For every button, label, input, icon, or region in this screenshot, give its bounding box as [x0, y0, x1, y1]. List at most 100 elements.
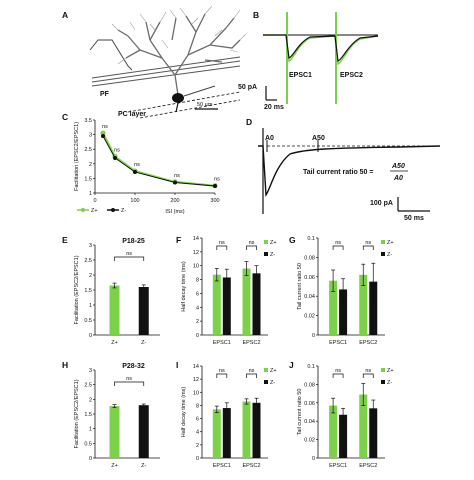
legend-label: Z- [121, 208, 126, 214]
data-point [113, 155, 117, 160]
y-tick-label: 4 [196, 305, 199, 311]
significance-bracket [216, 373, 228, 378]
chart-facilitation-p28: 0 0.5 1 1.5 2 2.5 3 Facilitation (EPSC2/EPSC1) Z… [74, 363, 160, 469]
x-tick-label: EPSC2 [359, 463, 377, 469]
pc-layer-line [127, 91, 241, 113]
y-tick-label: 0.04 [304, 294, 315, 300]
y-tick-label: 6 [196, 291, 199, 297]
bar-z-minus [339, 289, 348, 335]
y-tick-label: 2 [196, 319, 199, 325]
y-tick-label: 1 [89, 191, 92, 197]
bar-z-plus [109, 406, 120, 458]
y-tick-label: 2.5 [84, 383, 92, 389]
bar-z-minus [369, 281, 378, 335]
a0-label: A0 [265, 135, 274, 142]
ns-label: ns [102, 124, 108, 130]
legend-label: Z- [387, 252, 392, 258]
a50-label: A50 [312, 135, 325, 142]
x-tick-label: 200 [170, 198, 179, 204]
pf-line [91, 56, 241, 79]
y-tick-label: 3 [89, 243, 92, 249]
y-tick-label: 12 [193, 377, 199, 383]
y-axis-label: Facilitation (EPSC2/EPSC1) [74, 255, 80, 324]
y-tick-label: 2.5 [84, 258, 92, 264]
y-tick-label: 1 [89, 303, 92, 309]
significance-bracket [114, 381, 145, 386]
legend-swatch [264, 240, 268, 244]
x-tick-label: EPSC1 [213, 340, 231, 346]
y-tick-label: 8 [196, 278, 199, 284]
trace-tail [258, 145, 441, 197]
pf-line [91, 65, 241, 87]
legend-marker [111, 208, 115, 212]
y-tick-label: 0.02 [304, 314, 315, 320]
chart-half-decay-p28: 0 2 4 6 8 10 12 14 Half decay time (ms) EPSC1 ns EP… [181, 364, 277, 469]
panel-label-e: E [62, 235, 68, 245]
significance-bracket [362, 245, 374, 250]
legend-swatch [264, 380, 268, 384]
legend-swatch [381, 380, 385, 384]
panel-label-j: J [289, 360, 294, 370]
y-tick-label: 8 [196, 403, 199, 409]
panel-label-c: C [62, 112, 69, 122]
y-tick-label: 0.08 [304, 382, 315, 388]
x-axis-label: ISI (ms) [165, 209, 184, 215]
y-tick-label: 1 [89, 427, 92, 433]
chart-paired-pulse: 1 1.5 2 2.5 3 3.5 Facilitation (EPSC2/EPSC1) 0 1… [74, 118, 220, 215]
pc-soma [172, 93, 184, 103]
bar-z-plus [242, 401, 251, 458]
bar-z-plus [242, 268, 251, 335]
panel-label-i: I [176, 360, 179, 370]
formula-lhs: Tail current ratio 50 = [303, 169, 373, 176]
epsc2-label: EPSC2 [340, 72, 363, 79]
stim-electrode [89, 39, 133, 71]
scale-label-b-x: 20 ms [264, 104, 284, 111]
scale-label-d-y: 100 pA [370, 200, 393, 207]
ns-label: ns [134, 162, 140, 168]
significance-label: ns [335, 368, 341, 374]
y-tick-label: 0 [196, 456, 199, 462]
legend-label: Z+ [387, 240, 394, 246]
bar-z-minus [339, 414, 348, 458]
significance-label: ns [249, 368, 255, 374]
y-tick-label: 0 [312, 333, 315, 339]
y-tick-label: 0.02 [304, 438, 315, 444]
tail-current-trace [258, 128, 441, 214]
significance-label: ns [365, 240, 371, 246]
legend-label: Z+ [270, 240, 277, 246]
legend-label: Z+ [270, 368, 277, 374]
y-tick-label: 0 [196, 333, 199, 339]
y-tick-label: 4 [196, 430, 199, 436]
y-tick-label: 2 [89, 273, 92, 279]
y-tick-label: 0 [312, 456, 315, 462]
chart-title: P18-25 [122, 238, 145, 245]
pf-label: PF [100, 91, 110, 98]
panel-label-h: H [62, 360, 69, 370]
y-tick-label: 0.06 [304, 275, 315, 281]
x-tick-label: EPSC2 [359, 340, 377, 346]
data-point [133, 169, 137, 174]
epsc-traces [263, 12, 379, 104]
y-tick-label: 10 [193, 390, 199, 396]
legend-label: Z- [387, 380, 392, 386]
significance-label: ns [335, 240, 341, 246]
y-axis-label: Tail current ratio 50 [297, 389, 303, 436]
panel-label-d: D [246, 117, 253, 127]
bar-z-plus [359, 394, 368, 458]
y-tick-label: 2 [196, 443, 199, 449]
y-axis-label: Tail current ratio 50 [297, 263, 303, 310]
x-tick-label: EPSC2 [242, 463, 260, 469]
x-tick-label: 300 [210, 198, 219, 204]
y-tick-label: 0.1 [307, 364, 315, 370]
x-tick-label: Z+ [111, 340, 118, 346]
significance-bracket [332, 373, 344, 378]
y-tick-label: 0 [89, 333, 92, 339]
y-tick-label: 1.5 [84, 176, 92, 182]
y-tick-label: 0.5 [84, 441, 92, 447]
legend-swatch [381, 240, 385, 244]
significance-label: ns [249, 240, 255, 246]
y-tick-label: 10 [193, 264, 199, 270]
x-tick-label: 0 [93, 198, 96, 204]
significance-bracket [332, 245, 344, 250]
